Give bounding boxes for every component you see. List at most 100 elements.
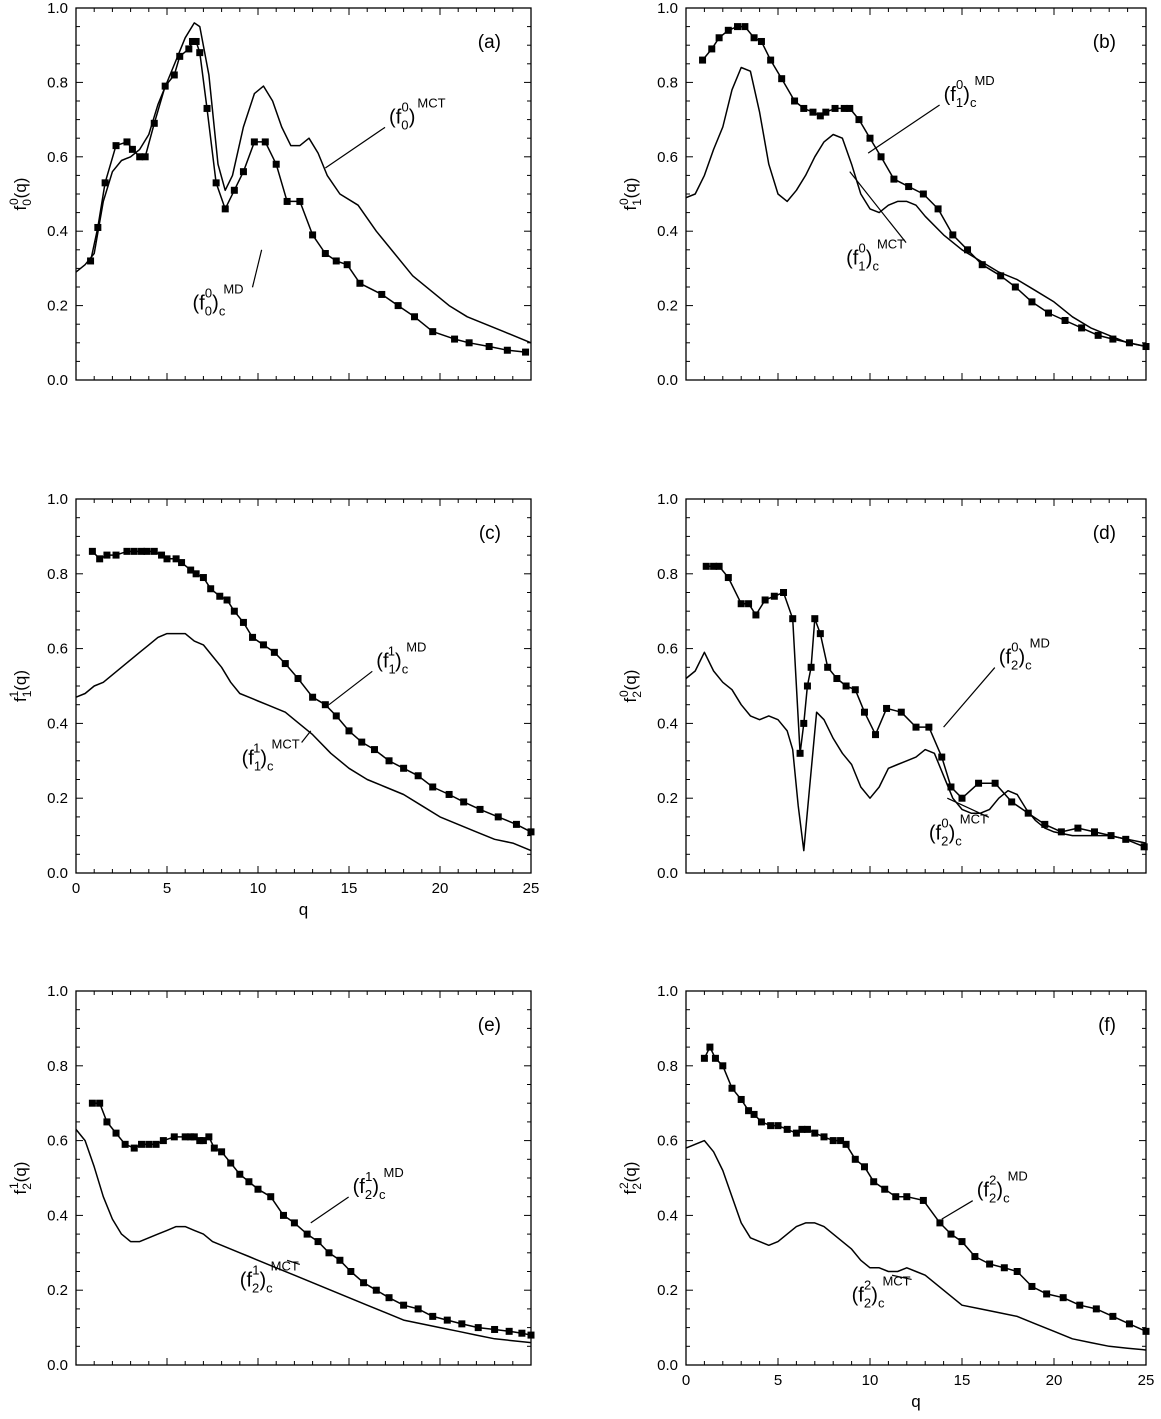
data-point xyxy=(919,190,927,198)
data-point xyxy=(715,34,723,42)
data-point xyxy=(400,1301,408,1309)
data-point xyxy=(343,261,351,269)
y-axis-label: f21(q) xyxy=(7,1162,34,1195)
anno-close: ) xyxy=(963,84,970,106)
y-tick-label: 0.8 xyxy=(657,1058,678,1075)
data-point xyxy=(1142,1327,1150,1335)
y-label-arg: (q) xyxy=(11,178,30,199)
annotation-leader xyxy=(328,670,373,706)
series-line-md xyxy=(706,565,1145,848)
data-point xyxy=(1028,1282,1036,1290)
data-point xyxy=(370,746,378,754)
data-point xyxy=(770,592,778,600)
data-point xyxy=(170,1133,178,1141)
data-point xyxy=(227,1159,235,1167)
data-point xyxy=(443,1316,451,1324)
series-annotation: (f2 0)c MCT xyxy=(929,811,988,848)
anno-sup: 1 xyxy=(252,1262,259,1277)
data-point xyxy=(309,231,317,239)
annotation-leader xyxy=(943,667,996,728)
data-point xyxy=(700,1054,708,1062)
data-point xyxy=(205,1133,213,1141)
series-annotation: (f2 1)c MD xyxy=(353,1165,404,1202)
data-point xyxy=(103,551,111,559)
y-label-sup: 1 xyxy=(7,690,21,697)
data-point xyxy=(1011,283,1019,291)
chart-panel: 0.00.20.40.60.81.0f10(q)(b)(f10)cMD(f10)… xyxy=(617,0,1150,389)
data-point xyxy=(829,1137,837,1145)
annotation-leader xyxy=(251,249,263,288)
data-point xyxy=(737,1095,745,1103)
annotation-leader xyxy=(947,797,990,818)
y-tick-label: 0.0 xyxy=(47,1357,68,1374)
data-point xyxy=(494,813,502,821)
data-point xyxy=(429,783,437,791)
data-point xyxy=(778,75,786,83)
data-point xyxy=(522,348,530,356)
data-point xyxy=(150,119,158,127)
anno-base: (f xyxy=(242,748,255,770)
data-point xyxy=(445,790,453,798)
data-point xyxy=(767,56,775,64)
y-label-arg: (q) xyxy=(621,178,640,199)
data-point xyxy=(378,290,386,298)
data-point xyxy=(842,1140,850,1148)
y-tick-label: 0.2 xyxy=(47,298,68,315)
y-label-sub: 0 xyxy=(20,199,34,206)
anno-csub: c xyxy=(872,259,879,274)
data-point xyxy=(892,1193,900,1201)
data-point xyxy=(699,56,707,64)
y-label-base: f xyxy=(621,697,640,702)
data-point xyxy=(145,1140,153,1148)
data-point xyxy=(883,704,891,712)
data-point xyxy=(947,783,955,791)
data-point xyxy=(88,547,96,555)
y-tick-label: 0.0 xyxy=(657,865,678,882)
data-point xyxy=(130,547,138,555)
anno-sub: 2 xyxy=(1011,658,1018,673)
y-label-arg: (q) xyxy=(11,1162,30,1183)
anno-base: (f xyxy=(977,1180,990,1202)
anno-close: ) xyxy=(409,106,416,128)
data-point xyxy=(270,648,278,656)
data-point xyxy=(170,71,178,79)
data-point xyxy=(112,142,120,150)
data-point xyxy=(890,175,898,183)
y-tick-label: 1.0 xyxy=(47,983,68,1000)
data-point xyxy=(1140,843,1148,851)
anno-base: (f xyxy=(389,106,402,128)
anno-csub: c xyxy=(955,833,962,848)
data-point xyxy=(958,794,966,802)
y-axis-label: f11(q) xyxy=(7,670,34,702)
data-point xyxy=(741,23,749,31)
data-point xyxy=(474,1324,482,1332)
y-tick-label: 0.6 xyxy=(657,149,678,166)
data-point xyxy=(745,600,753,608)
anno-csub: c xyxy=(267,759,274,774)
data-point xyxy=(1092,1305,1100,1313)
data-point xyxy=(123,547,131,555)
y-tick-label: 0.4 xyxy=(657,715,678,732)
panel-tag: (f) xyxy=(1098,1015,1116,1036)
data-point xyxy=(491,1325,499,1333)
data-point xyxy=(527,1331,535,1339)
panel-tag: (b) xyxy=(1093,32,1116,53)
data-point xyxy=(702,562,710,570)
data-point xyxy=(798,1125,806,1133)
data-point xyxy=(1125,1320,1133,1328)
data-point xyxy=(245,1178,253,1186)
data-point xyxy=(394,302,402,310)
data-point xyxy=(172,555,180,563)
data-point xyxy=(216,592,224,600)
x-tick-label: 15 xyxy=(341,880,358,897)
anno-base: (f xyxy=(852,1284,865,1306)
data-point xyxy=(1044,309,1052,317)
y-tick-label: 0.8 xyxy=(47,1058,68,1075)
anno-sup: 0 xyxy=(859,241,866,256)
data-point xyxy=(737,600,745,608)
anno-sub: 2 xyxy=(864,1295,871,1310)
data-point xyxy=(831,104,839,112)
anno-sub: 0 xyxy=(205,303,212,318)
data-point xyxy=(752,611,760,619)
data-point xyxy=(846,104,854,112)
